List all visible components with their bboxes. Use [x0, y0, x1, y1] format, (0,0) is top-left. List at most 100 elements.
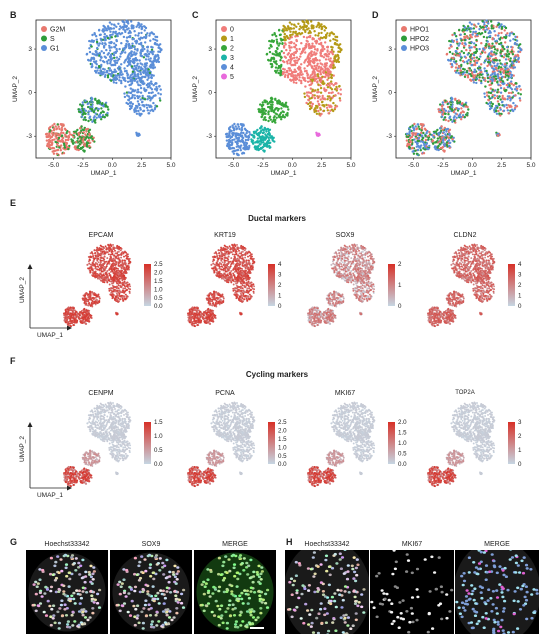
cell-point [475, 50, 479, 53]
cell-point [265, 53, 268, 56]
cell-point [510, 48, 514, 51]
cell-point [143, 87, 146, 90]
cell-point [85, 292, 88, 295]
cell-point [311, 38, 314, 41]
cell-point [144, 71, 148, 74]
cell-point [76, 128, 79, 132]
cell-point [473, 23, 476, 26]
cell-point [67, 134, 70, 138]
cell-point [323, 98, 327, 101]
cell-point [446, 127, 450, 131]
cell-point [298, 79, 301, 82]
cell-point [120, 63, 123, 66]
cell-point [85, 302, 88, 305]
cell-point [286, 74, 290, 77]
cell-point [54, 125, 57, 128]
ductal-feature-plots: 2.52.01.51.00.50.04321021043210UMAP_2UMA… [19, 243, 522, 339]
cell-point [325, 103, 328, 107]
cell-point [511, 60, 514, 64]
scatter-points [44, 19, 163, 157]
cell-point [72, 142, 75, 145]
cell-point [131, 88, 134, 91]
cell-point [89, 103, 93, 106]
cell-point [110, 27, 113, 30]
cell-point [150, 73, 154, 77]
cell-point [423, 144, 426, 147]
cell-point [289, 53, 293, 56]
cell-point [143, 47, 146, 51]
cell-point [466, 111, 469, 115]
cell-point [294, 78, 297, 82]
cell-point [122, 263, 125, 266]
cell-point [499, 86, 503, 90]
cell-point [242, 152, 246, 155]
cell-point [124, 270, 127, 273]
cell-point [417, 136, 421, 140]
cell-point [295, 50, 299, 53]
cell-point [94, 303, 97, 306]
cell-point [324, 26, 328, 30]
cell-point [97, 44, 100, 47]
cell-point [458, 42, 461, 45]
cell-point [103, 115, 107, 119]
cell-point [422, 152, 426, 155]
cell-point [148, 65, 152, 68]
cell-point [87, 298, 90, 301]
cell-point [88, 39, 91, 43]
cell-point [108, 262, 111, 265]
cell-point [91, 120, 94, 124]
cell-point [143, 63, 147, 66]
cell-point [150, 91, 153, 95]
cell-point [114, 61, 117, 65]
cell-point [300, 81, 303, 85]
cell-point [313, 51, 316, 54]
cell-point [85, 130, 88, 133]
cell-point [261, 113, 265, 116]
cell-point [100, 107, 103, 110]
cell-point [128, 107, 132, 111]
cell-point [465, 34, 468, 38]
cell-point [93, 119, 96, 123]
cell-point [87, 110, 91, 113]
cell-point [314, 89, 317, 92]
cell-point [325, 62, 329, 65]
cell-point [490, 27, 493, 30]
cell-point [489, 34, 492, 38]
cell-point [75, 132, 78, 136]
cell-point [147, 104, 150, 107]
cell-point [126, 281, 129, 284]
cell-point [146, 70, 150, 74]
panel-letter-f: F [10, 356, 16, 366]
cell-point [489, 80, 492, 83]
cell-point [86, 263, 89, 266]
cell-point [456, 46, 459, 50]
cell-point [145, 55, 148, 58]
cell-point [157, 58, 160, 61]
cell-point [512, 66, 515, 69]
cell-point [439, 103, 442, 106]
cell-point [451, 137, 454, 141]
cell-point [101, 279, 104, 282]
cell-point [487, 60, 490, 64]
cell-point [333, 57, 336, 60]
cell-point [478, 47, 481, 51]
cell-point [103, 71, 106, 74]
cell-point [98, 268, 101, 271]
cell-point [96, 259, 99, 262]
cell-point [120, 42, 123, 45]
cell-point [86, 102, 89, 106]
cell-point [503, 29, 506, 32]
cell-point [261, 107, 264, 110]
cell-point [444, 109, 448, 113]
cell-point [512, 74, 515, 77]
cell-point [499, 62, 502, 65]
cell-point [488, 83, 491, 87]
cell-point [264, 99, 267, 102]
cell-point [501, 80, 505, 83]
cell-point [109, 73, 112, 76]
cell-point [293, 68, 296, 71]
cell-point [85, 309, 88, 312]
cell-point [247, 134, 250, 138]
cell-point [515, 60, 518, 64]
cell-point [257, 148, 260, 152]
